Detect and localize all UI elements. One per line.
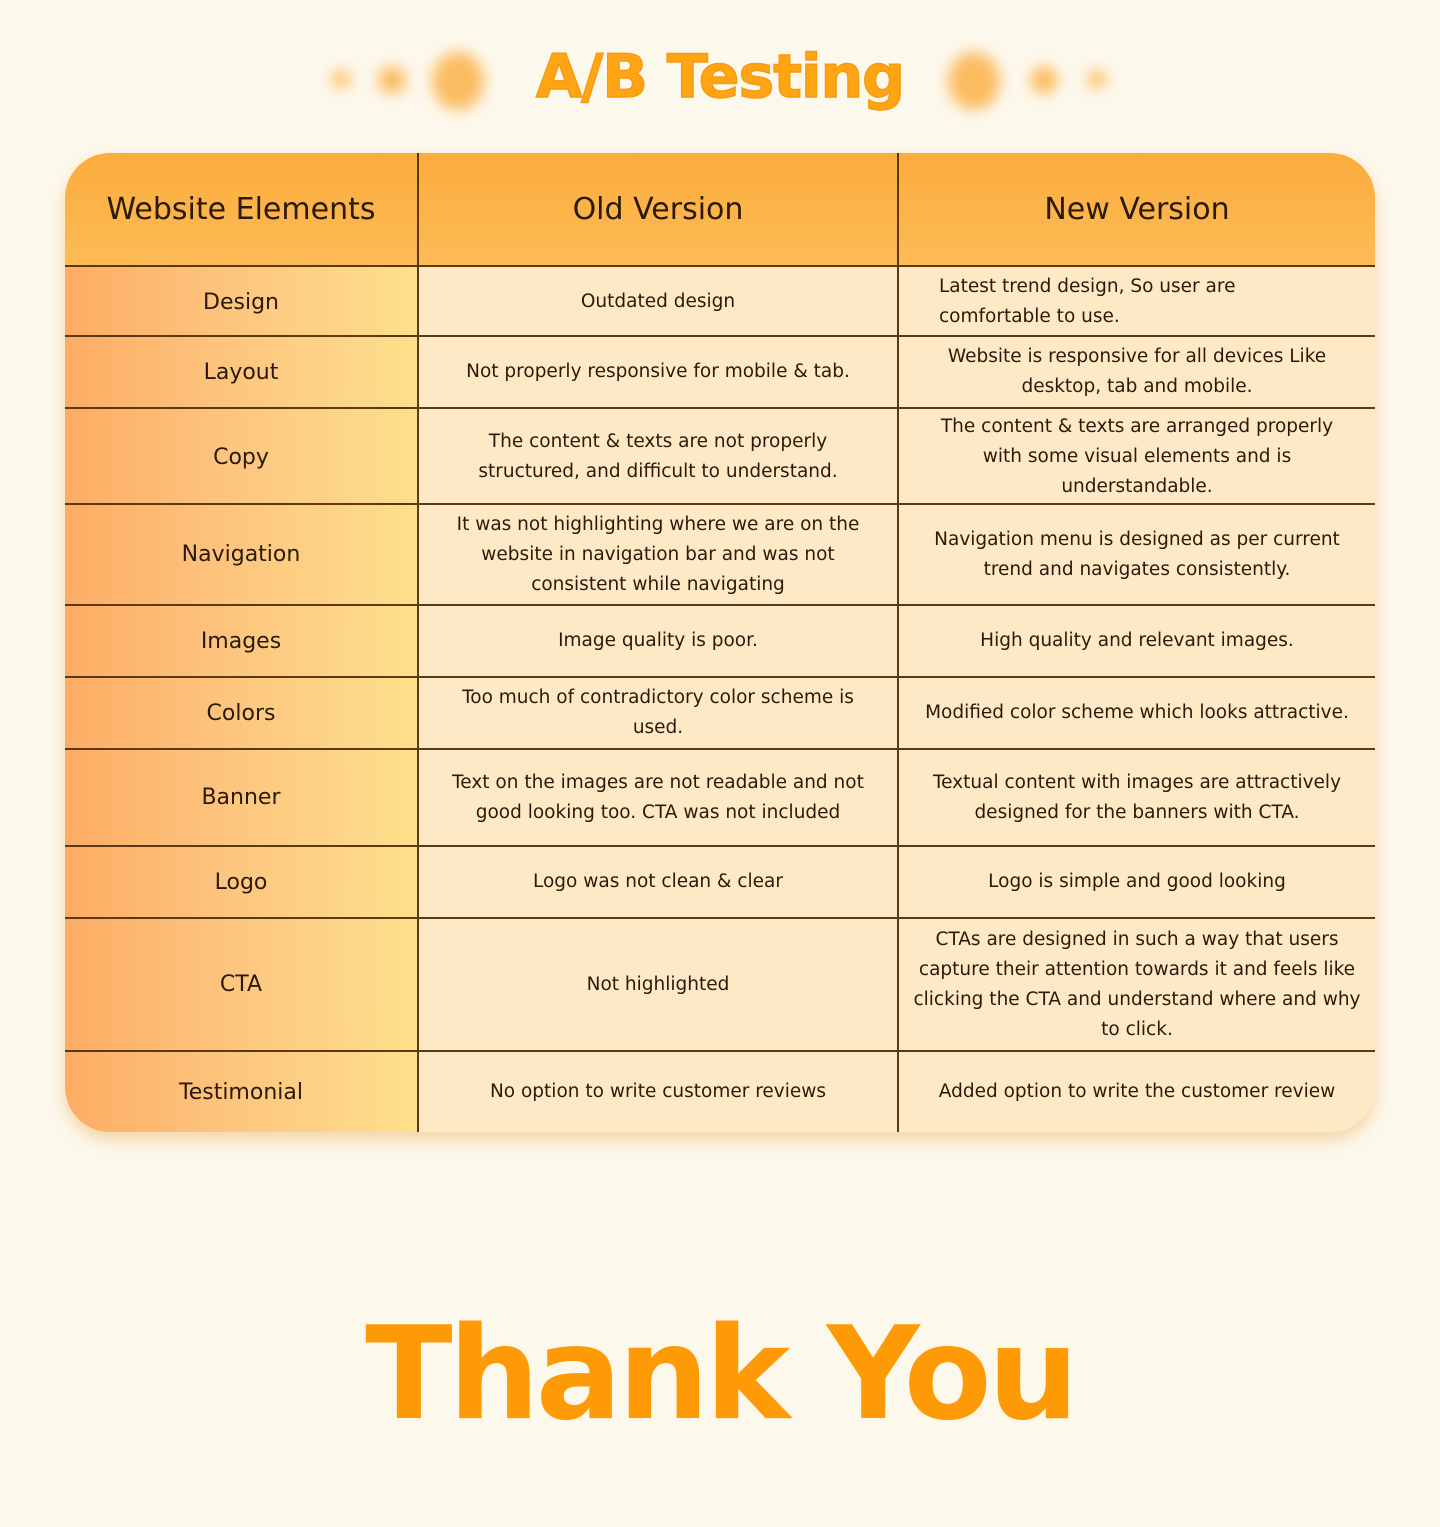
new-version-cell: Website is responsive for all devices Li…	[897, 337, 1375, 407]
element-cell: Colors	[65, 678, 417, 748]
new-version-cell: Added option to write the customer revie…	[897, 1052, 1375, 1132]
element-cell: Copy	[65, 409, 417, 505]
decorative-dot	[432, 52, 484, 110]
element-cell: Images	[65, 606, 417, 676]
new-version-cell: Latest trend design, So user are comfort…	[897, 267, 1375, 337]
table-row: Layout Not properly responsive for mobil…	[65, 335, 1375, 407]
old-version-cell: Outdated design	[417, 267, 897, 337]
old-version-cell: Text on the images are not readable and …	[417, 750, 897, 845]
new-version-cell: Textual content with images are attracti…	[897, 750, 1375, 845]
old-version-cell: Too much of contradictory color scheme i…	[417, 678, 897, 748]
old-version-cell: Logo was not clean & clear	[417, 847, 897, 917]
decorative-dot	[378, 66, 406, 94]
element-cell: Logo	[65, 847, 417, 917]
table-row: Banner Text on the images are not readab…	[65, 748, 1375, 845]
new-version-cell: Navigation menu is designed as per curre…	[897, 505, 1375, 604]
comparison-table: Website Elements Old Version New Version…	[65, 153, 1375, 1132]
title-section: A/B Testing	[0, 30, 1440, 140]
decorative-dot	[332, 70, 350, 88]
element-cell: Navigation	[65, 505, 417, 604]
decorative-dot	[948, 52, 1000, 110]
table-row: Colors Too much of contradictory color s…	[65, 676, 1375, 748]
new-version-cell: Logo is simple and good looking	[897, 847, 1375, 917]
decorative-dot	[1088, 70, 1106, 88]
old-version-cell: Not properly responsive for mobile & tab…	[417, 337, 897, 407]
new-version-cell: CTAs are designed in such a way that use…	[897, 919, 1375, 1050]
table-row: Navigation It was not highlighting where…	[65, 503, 1375, 604]
table-row: Design Outdated design Latest trend desi…	[65, 265, 1375, 337]
page-title: A/B Testing	[535, 41, 906, 113]
element-cell: Layout	[65, 337, 417, 407]
header-new-version: New Version	[897, 153, 1375, 265]
decorative-dot	[1030, 66, 1058, 94]
old-version-cell: No option to write customer reviews	[417, 1052, 897, 1132]
table-header: Website Elements Old Version New Version	[65, 153, 1375, 265]
element-cell: Testimonial	[65, 1052, 417, 1132]
new-version-cell: Modified color scheme which looks attrac…	[897, 678, 1375, 748]
table-row: Copy The content & texts are not properl…	[65, 407, 1375, 505]
thank-you-heading: Thank You	[365, 1300, 1079, 1449]
table-row: Testimonial No option to write customer …	[65, 1050, 1375, 1132]
element-cell: Design	[65, 267, 417, 337]
old-version-cell: It was not highlighting where we are on …	[417, 505, 897, 604]
old-version-cell: Not highlighted	[417, 919, 897, 1050]
old-version-cell: Image quality is poor.	[417, 606, 897, 676]
header-old-version: Old Version	[417, 153, 897, 265]
old-version-cell: The content & texts are not properly str…	[417, 409, 897, 505]
new-version-cell: High quality and relevant images.	[897, 606, 1375, 676]
new-version-cell: The content & texts are arranged properl…	[897, 409, 1375, 505]
table-row: CTA Not highlighted CTAs are designed in…	[65, 917, 1375, 1050]
element-cell: CTA	[65, 919, 417, 1050]
table-row: Images Image quality is poor. High quali…	[65, 604, 1375, 676]
element-cell: Banner	[65, 750, 417, 845]
header-website-elements: Website Elements	[106, 191, 376, 227]
table-row: Logo Logo was not clean & clear Logo is …	[65, 845, 1375, 917]
